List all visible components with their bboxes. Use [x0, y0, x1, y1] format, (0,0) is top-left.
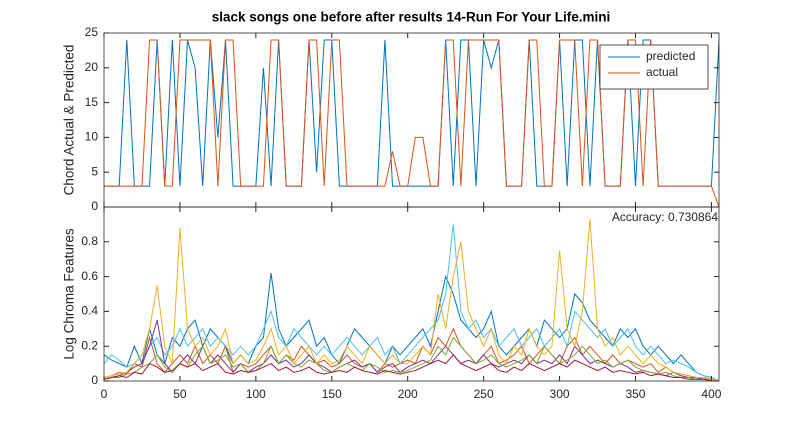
chart-title: slack songs one before after results 14-…: [212, 10, 611, 25]
y-axis-label: Chord Actual & Predicted: [62, 45, 77, 196]
axes-box: [103, 206, 720, 382]
x-tick-label: 50: [173, 387, 187, 401]
legend-label: actual: [646, 65, 678, 79]
series-line: [104, 327, 719, 382]
x-tick-label: 0: [101, 387, 108, 401]
y-tick-label: 25: [85, 25, 99, 39]
series-line: [104, 39, 719, 208]
series-line: [104, 219, 719, 382]
series-line: [104, 224, 719, 382]
x-tick-label: 200: [398, 387, 418, 401]
x-tick-label: 250: [474, 387, 494, 401]
y-tick-label: 0.2: [81, 338, 98, 352]
y-tick-label: 20: [85, 60, 99, 74]
series-line: [104, 336, 719, 382]
x-tick-label: 400: [701, 387, 721, 401]
y-tick-label: 15: [85, 95, 99, 109]
x-tick-label: 300: [550, 387, 570, 401]
y-tick-label: 0: [91, 373, 98, 387]
y-tick-label: 0: [91, 199, 98, 213]
x-tick-label: 100: [246, 387, 266, 401]
series-line: [104, 354, 719, 382]
y-tick-label: 10: [85, 130, 99, 144]
legend-box: [599, 44, 709, 90]
legend-label: predicted: [646, 49, 695, 63]
x-tick-label: 350: [625, 387, 645, 401]
x-tick-label: 150: [322, 387, 342, 401]
y-tick-label: 0.8: [81, 234, 98, 248]
y-axis-label: Log Chroma Features: [62, 228, 77, 360]
y-tick-label: 0.4: [81, 304, 98, 318]
y-tick-label: 5: [91, 164, 98, 178]
y-tick-label: 0.6: [81, 269, 98, 283]
annotation: Accuracy: 0.730864: [612, 210, 718, 224]
